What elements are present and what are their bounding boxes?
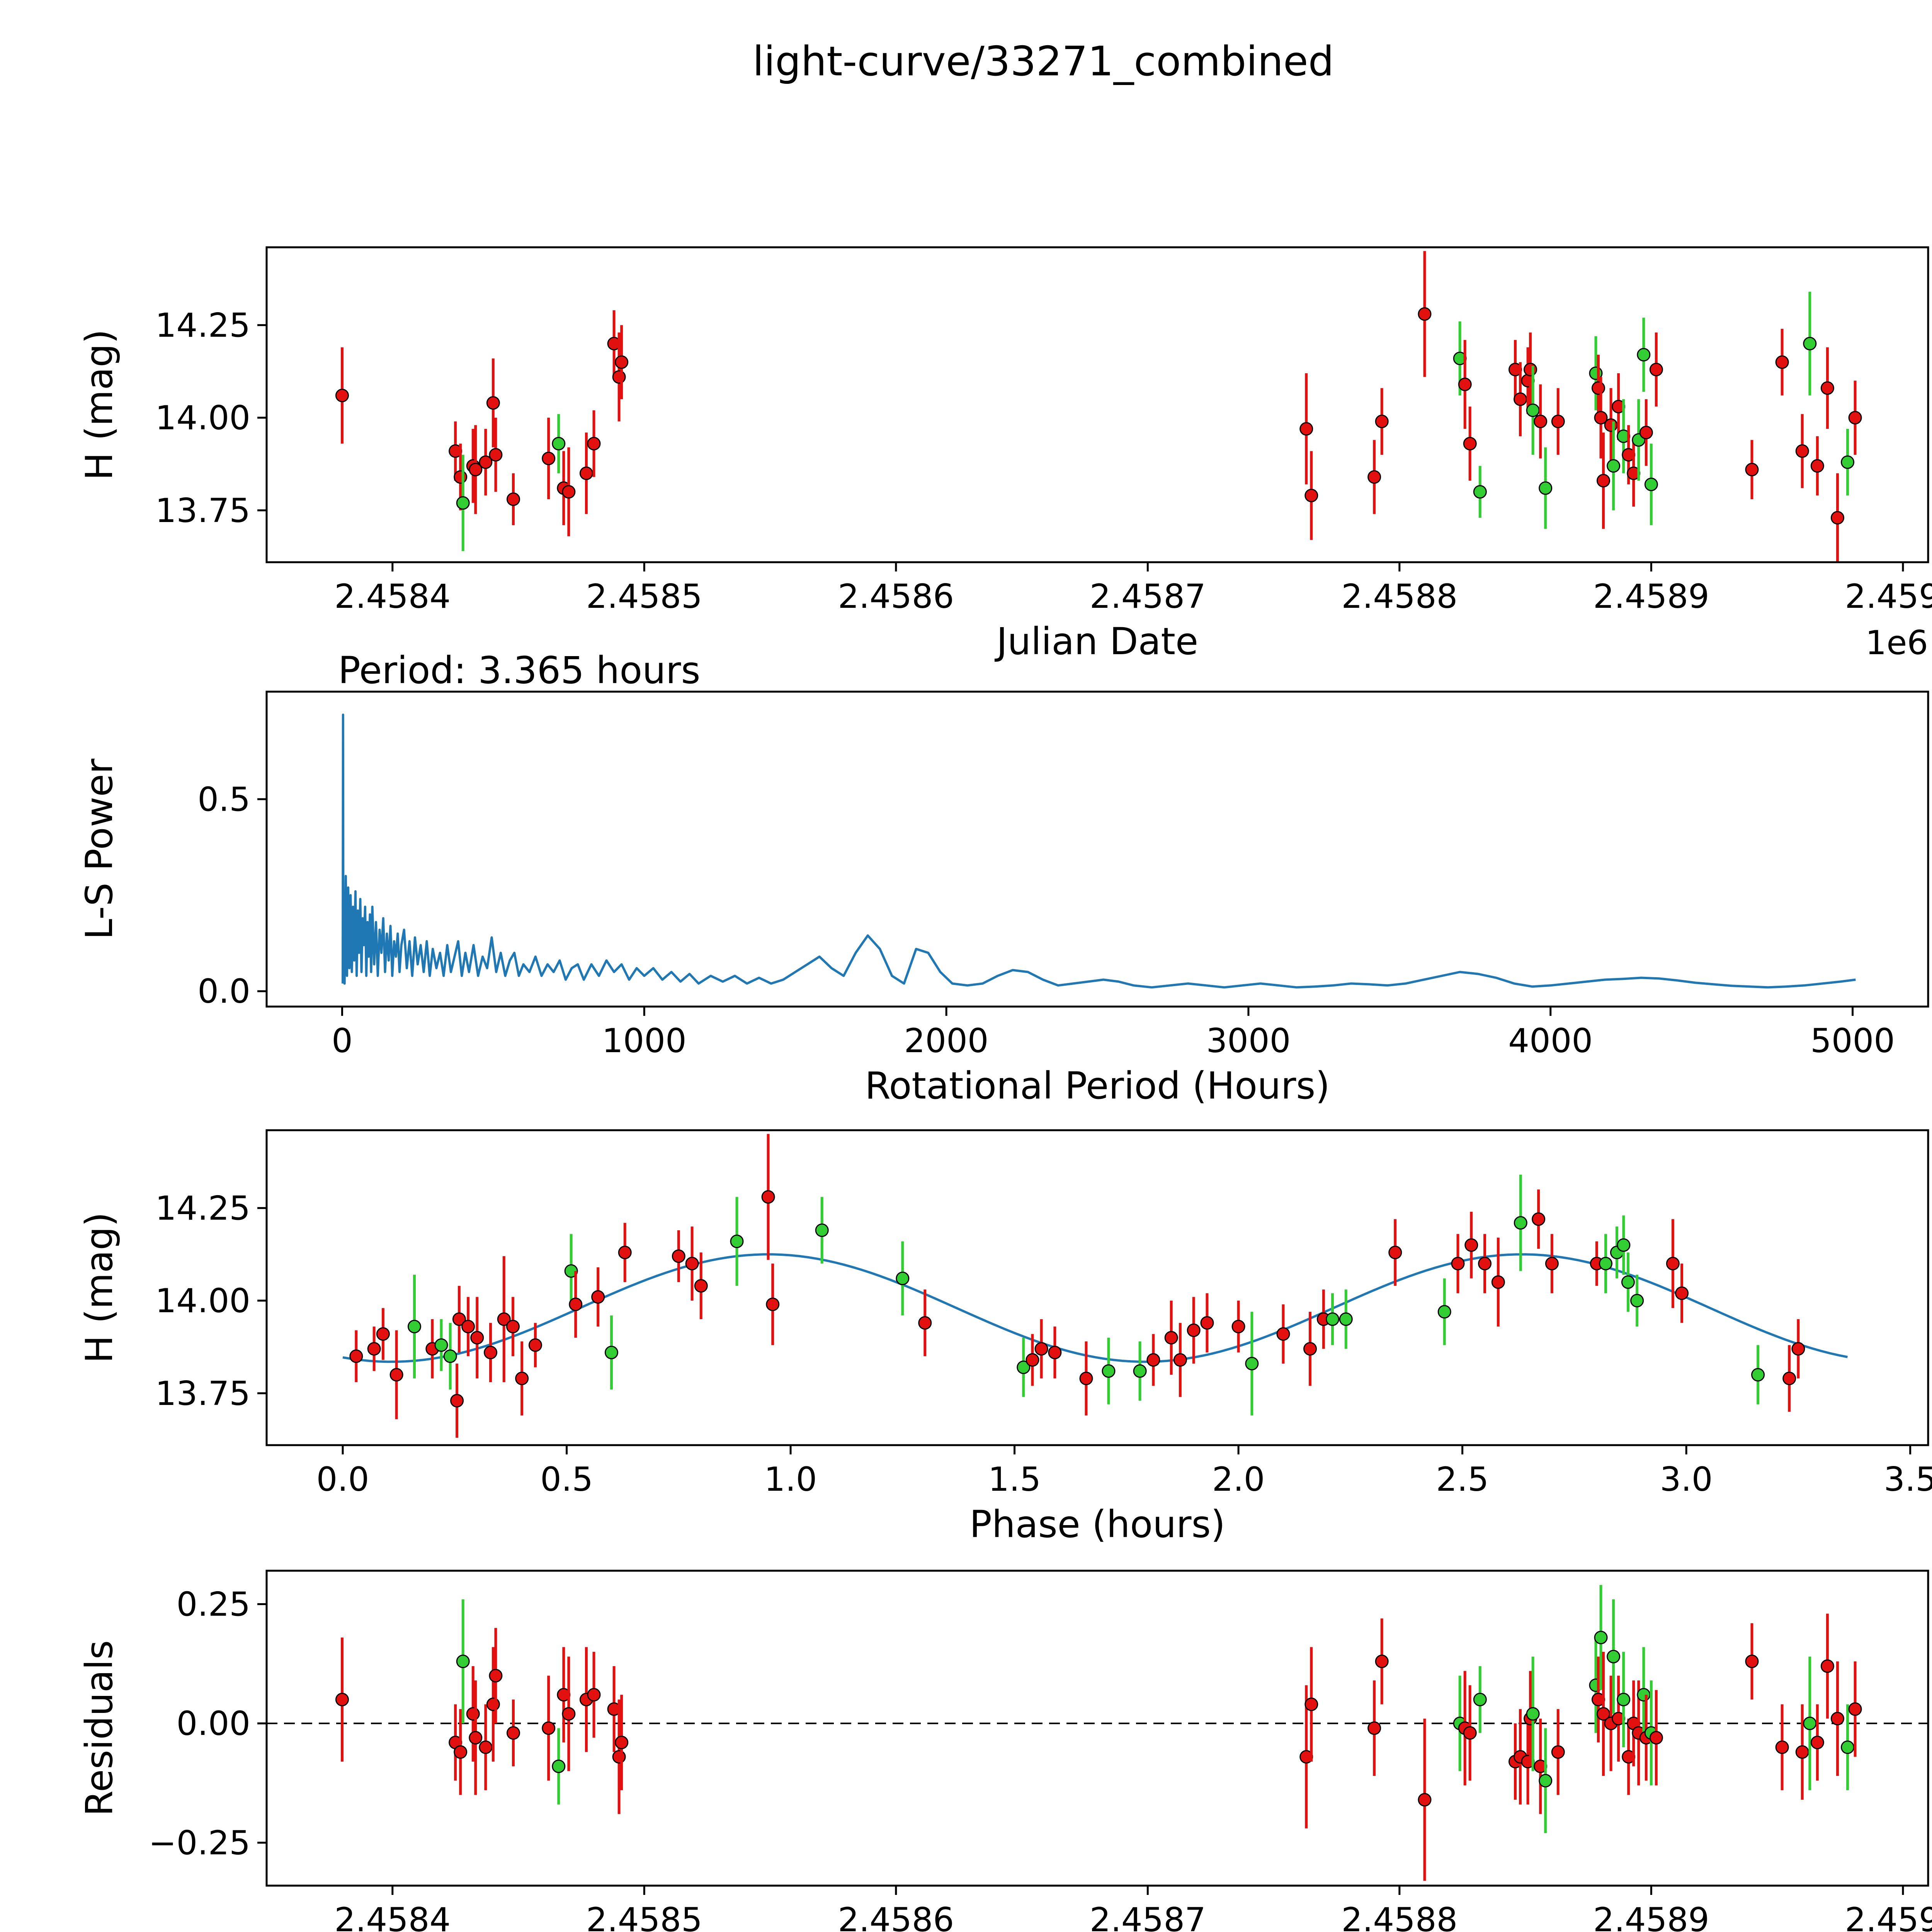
svg-text:H (mag): H (mag) xyxy=(78,329,121,480)
svg-text:2.4588: 2.4588 xyxy=(1341,1901,1458,1932)
svg-text:2.4590: 2.4590 xyxy=(1845,1901,1932,1932)
svg-text:2.4590: 2.4590 xyxy=(1845,577,1932,616)
svg-text:2.4584: 2.4584 xyxy=(334,577,451,616)
svg-text:0.0: 0.0 xyxy=(197,972,250,1011)
svg-text:0.5: 0.5 xyxy=(540,1460,593,1499)
svg-text:Rotational Period (Hours): Rotational Period (Hours) xyxy=(865,1064,1330,1107)
svg-text:L-S Power: L-S Power xyxy=(78,759,121,940)
svg-text:Phase (hours): Phase (hours) xyxy=(969,1503,1225,1546)
svg-text:14.00: 14.00 xyxy=(155,1282,250,1320)
svg-text:Julian Date: Julian Date xyxy=(995,620,1198,663)
svg-text:0.25: 0.25 xyxy=(177,1585,250,1624)
svg-text:2.4585: 2.4585 xyxy=(586,577,702,616)
svg-text:1e6: 1e6 xyxy=(1866,624,1928,662)
svg-text:13.75: 13.75 xyxy=(155,492,250,530)
svg-text:2.5: 2.5 xyxy=(1436,1460,1489,1499)
svg-text:1.5: 1.5 xyxy=(988,1460,1041,1499)
svg-text:2.4589: 2.4589 xyxy=(1593,1901,1709,1932)
svg-text:2.4588: 2.4588 xyxy=(1341,577,1458,616)
svg-text:0: 0 xyxy=(332,1022,353,1060)
svg-text:14.25: 14.25 xyxy=(155,1189,250,1228)
svg-text:2.0: 2.0 xyxy=(1212,1460,1265,1499)
svg-text:H (mag): H (mag) xyxy=(78,1212,121,1363)
figure-title: light-curve/33271_combined xyxy=(753,38,1334,85)
panel-residuals: 2.4584 2.4585 2.4586 2.4587 2.4588 2.4589 2.45… xyxy=(78,1570,1932,1932)
svg-text:2.4586: 2.4586 xyxy=(838,577,954,616)
svg-text:2.4589: 2.4589 xyxy=(1593,577,1709,616)
svg-text:3.0: 3.0 xyxy=(1660,1460,1713,1499)
svg-text:2000: 2000 xyxy=(904,1022,989,1060)
svg-text:3000: 3000 xyxy=(1206,1022,1291,1060)
svg-text:4000: 4000 xyxy=(1508,1022,1593,1060)
svg-text:3.5: 3.5 xyxy=(1884,1460,1932,1499)
svg-text:14.25: 14.25 xyxy=(155,306,250,345)
panel-periodogram: 0 1000 2000 3000 4000 5000 0.0 0.5 Rotational Pe… xyxy=(78,649,1929,1107)
svg-text:2.4584: 2.4584 xyxy=(334,1901,451,1932)
svg-text:14.00: 14.00 xyxy=(155,399,250,437)
svg-text:0.5: 0.5 xyxy=(197,780,250,819)
svg-text:2.4586: 2.4586 xyxy=(838,1901,954,1932)
svg-text:Period: 3.365 hours: Period: 3.365 hours xyxy=(338,649,700,692)
svg-text:0.00: 0.00 xyxy=(177,1704,250,1743)
svg-text:2.4587: 2.4587 xyxy=(1090,1901,1206,1932)
svg-text:1.0: 1.0 xyxy=(764,1460,817,1499)
svg-text:1000: 1000 xyxy=(602,1022,687,1060)
svg-text:13.75: 13.75 xyxy=(155,1374,250,1413)
svg-text:Residuals: Residuals xyxy=(78,1640,121,1816)
panel-jd-lightcurve: 2.4584 2.4585 2.4586 2.4587 2.4588 2.4589 2.45… xyxy=(78,246,1932,663)
svg-text:5000: 5000 xyxy=(1810,1022,1895,1060)
svg-text:2.4587: 2.4587 xyxy=(1090,577,1206,616)
svg-text:2.4585: 2.4585 xyxy=(586,1901,702,1932)
svg-text:−0.25: −0.25 xyxy=(148,1824,250,1862)
panel-phase-folded: 0.0 0.5 1.0 1.5 2.0 2.5 3.0 3.5 13.75 14.00 14.25 P… xyxy=(78,1129,1932,1546)
svg-text:0.0: 0.0 xyxy=(316,1460,369,1499)
